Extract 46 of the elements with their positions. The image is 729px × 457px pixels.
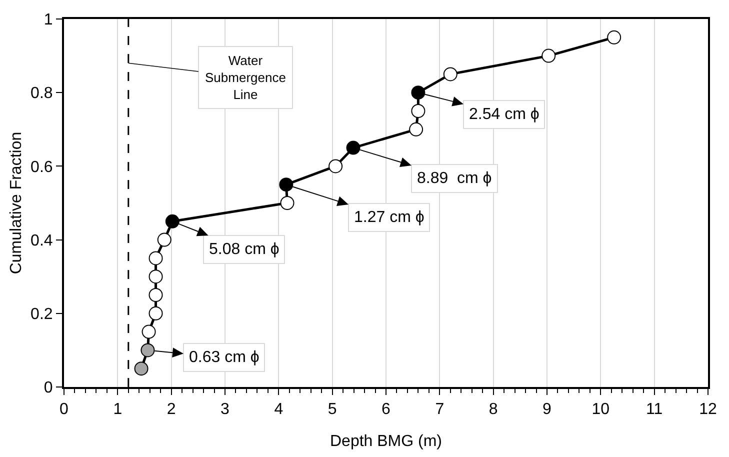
y-tick-label: 0.8 bbox=[30, 85, 53, 102]
ref-line-label: Water Submergence Line bbox=[205, 53, 286, 102]
annotation: 8.89 cm ϕ bbox=[417, 170, 492, 187]
x-tick-label: 11 bbox=[646, 401, 663, 418]
y-axis-title: Cumulative Fraction bbox=[8, 132, 25, 274]
x-tick-label: 10 bbox=[592, 401, 610, 418]
point bbox=[443, 67, 458, 82]
x-tick-label: 1 bbox=[113, 401, 122, 418]
point bbox=[409, 122, 424, 136]
x-tick-label: 7 bbox=[435, 401, 444, 418]
annotation: 2.54 cm ϕ bbox=[469, 106, 540, 123]
point bbox=[542, 48, 556, 63]
annotation: 5.08 cm ϕ bbox=[209, 241, 280, 258]
x-tick-label: 9 bbox=[542, 401, 552, 418]
point bbox=[346, 140, 360, 155]
x-tick-label: 3 bbox=[220, 401, 230, 418]
point bbox=[411, 104, 426, 118]
y-tick-label: 0 bbox=[44, 380, 53, 397]
point bbox=[607, 30, 622, 44]
point bbox=[142, 324, 156, 339]
point bbox=[411, 86, 426, 100]
x-tick-label: 12 bbox=[699, 401, 717, 418]
point bbox=[148, 270, 163, 284]
annotation: 0.63 cm ϕ bbox=[189, 349, 260, 366]
x-axis-title: Depth BMG (m) bbox=[330, 433, 442, 450]
point bbox=[148, 306, 163, 320]
point bbox=[165, 214, 180, 228]
y-tick-label: 0.4 bbox=[30, 232, 53, 250]
point bbox=[134, 362, 148, 376]
x-tick-label: 4 bbox=[274, 401, 284, 418]
point bbox=[280, 196, 294, 210]
point bbox=[148, 288, 163, 302]
y-tick-label: 0.2 bbox=[30, 306, 53, 323]
point bbox=[328, 159, 343, 174]
point bbox=[279, 178, 294, 192]
x-tick-label: 0 bbox=[60, 401, 69, 418]
x-tick-label: 6 bbox=[382, 401, 391, 418]
point bbox=[140, 343, 155, 358]
point bbox=[157, 232, 172, 247]
y-tick-label: 1 bbox=[44, 12, 53, 29]
annotation: 1.27 cm ϕ bbox=[354, 209, 424, 226]
point bbox=[148, 251, 163, 266]
x-tick-label: 8 bbox=[488, 401, 498, 418]
y-tick-label: 0.6 bbox=[30, 158, 53, 176]
x-tick-label: 5 bbox=[328, 401, 337, 418]
x-tick-label: 2 bbox=[166, 401, 176, 418]
